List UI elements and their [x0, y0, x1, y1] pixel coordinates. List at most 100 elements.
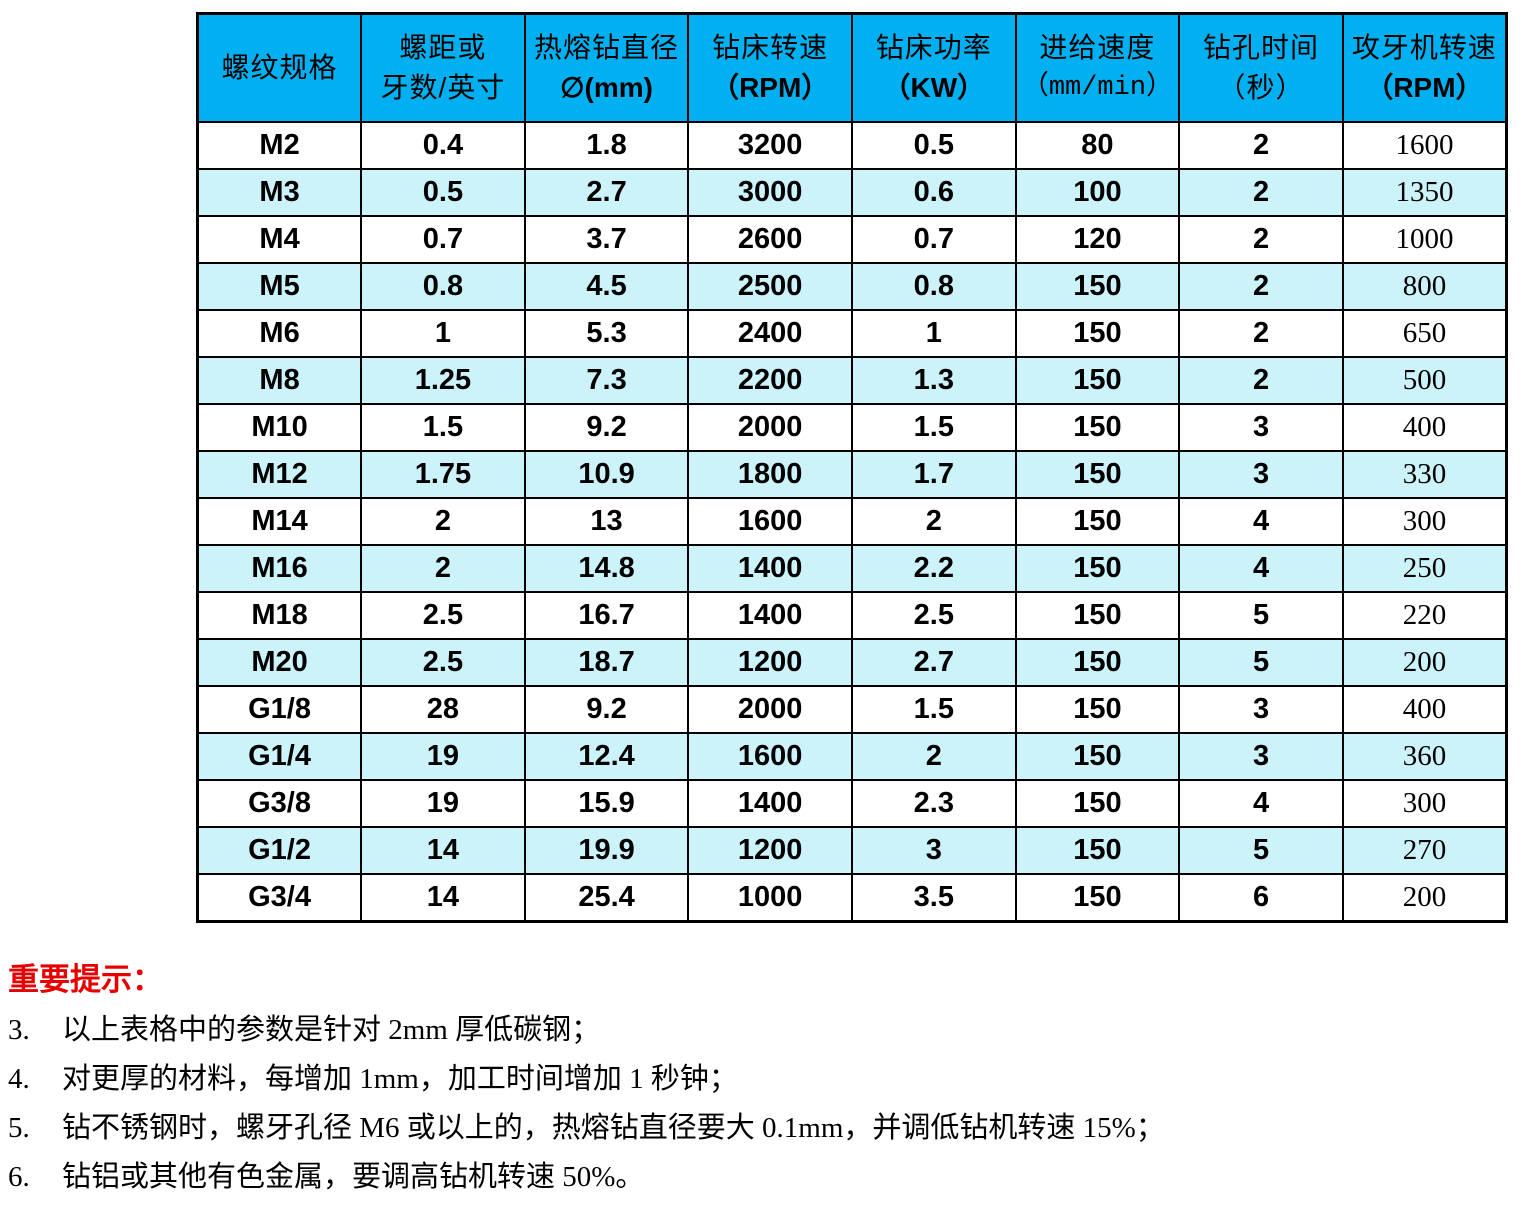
- value-cell: 18.7: [523, 638, 690, 687]
- column-header-title: 钻床功率: [875, 32, 992, 63]
- value-cell: 2: [1178, 215, 1344, 264]
- column-header-unit: （RPM）: [1365, 72, 1484, 103]
- value-cell: 1000: [687, 873, 853, 923]
- value-cell: 1400: [687, 591, 853, 640]
- value-cell: 150: [1014, 591, 1181, 640]
- value-cell: 2000: [687, 403, 853, 452]
- value-cell: 3: [1178, 450, 1344, 499]
- column-header-7: 钻孔时间 （秒）: [1178, 12, 1344, 123]
- value-cell: 4.5: [523, 262, 690, 311]
- value-cell: 150: [1014, 309, 1181, 358]
- value-cell: 250: [1341, 544, 1508, 593]
- column-header-3: 热熔钻直径 ∅(mm): [523, 12, 690, 123]
- value-cell: 150: [1014, 732, 1181, 781]
- table-row: M14 2 13 1600 2 150 4 300: [196, 497, 1508, 546]
- value-cell: 330: [1341, 450, 1508, 499]
- note-number: 6.: [8, 1161, 30, 1193]
- value-cell: 2200: [687, 356, 853, 405]
- value-cell: 1.5: [851, 403, 1017, 452]
- value-cell: 14.8: [523, 544, 690, 593]
- note-item: 3. 以上表格中的参数是针对 2mm 厚低碳钢；: [8, 1012, 1513, 1048]
- thread-spec-cell: M4: [196, 215, 363, 264]
- thread-spec-cell: M5: [196, 262, 363, 311]
- value-cell: 1000: [1341, 215, 1508, 264]
- column-header-unit: ∅(mm): [560, 72, 653, 103]
- note-number: 3.: [8, 1014, 30, 1046]
- column-header-1: 螺纹规格: [196, 12, 363, 123]
- value-cell: 0.8: [360, 262, 526, 311]
- value-cell: 16.7: [523, 591, 690, 640]
- column-header-title: 钻孔时间: [1203, 32, 1320, 63]
- table-row: M20 2.5 18.7 1200 2.7 150 5 200: [196, 638, 1508, 687]
- value-cell: 0.4: [360, 121, 526, 170]
- column-header-unit: （秒）: [1217, 72, 1305, 103]
- value-cell: 150: [1014, 873, 1181, 923]
- value-cell: 0.6: [851, 168, 1017, 217]
- thread-spec-cell: M16: [196, 544, 363, 593]
- value-cell: 0.5: [360, 168, 526, 217]
- thread-spec-cell: M20: [196, 638, 363, 687]
- column-header-title: 热熔钻直径: [534, 32, 680, 63]
- value-cell: 3: [1178, 685, 1344, 734]
- column-header-unit: （mm/min）: [1021, 73, 1174, 103]
- note-item: 6. 钻铝或其他有色金属，要调高钻机转速 50%。: [8, 1159, 1513, 1195]
- value-cell: 1: [851, 309, 1017, 358]
- thread-spec-cell: M3: [196, 168, 363, 217]
- value-cell: 19: [360, 779, 526, 828]
- column-header-8: 攻牙机转速 （RPM）: [1341, 12, 1508, 123]
- value-cell: 1600: [687, 732, 853, 781]
- value-cell: 2: [360, 544, 526, 593]
- note-number: 4.: [8, 1063, 30, 1095]
- value-cell: 3000: [687, 168, 853, 217]
- thread-spec-cell: G1/4: [196, 732, 363, 781]
- value-cell: 400: [1341, 685, 1508, 734]
- value-cell: 150: [1014, 779, 1181, 828]
- note-text: 以上表格中的参数是针对 2mm 厚低碳钢；: [62, 1014, 601, 1046]
- column-header-title: 螺距或: [399, 32, 487, 63]
- value-cell: 150: [1014, 544, 1181, 593]
- table-row: G3/4 14 25.4 1000 3.5 150 6 200: [196, 873, 1508, 923]
- value-cell: 1.3: [851, 356, 1017, 405]
- value-cell: 150: [1014, 356, 1181, 405]
- value-cell: 2.7: [851, 638, 1017, 687]
- value-cell: 9.2: [523, 403, 690, 452]
- notes-list: 3. 以上表格中的参数是针对 2mm 厚低碳钢； 4. 对更厚的材料，每增加 1mm，…: [8, 1012, 1513, 1195]
- thread-spec-cell: M10: [196, 403, 363, 452]
- column-header-title: 攻牙机转速: [1351, 32, 1497, 63]
- value-cell: 150: [1014, 826, 1181, 875]
- value-cell: 13: [523, 497, 690, 546]
- value-cell: 150: [1014, 262, 1181, 311]
- table-row: M2 0.4 1.8 3200 0.5 80 2 1600: [196, 121, 1508, 170]
- value-cell: 1200: [687, 826, 853, 875]
- value-cell: 150: [1014, 403, 1181, 452]
- value-cell: 1.25: [360, 356, 526, 405]
- value-cell: 14: [360, 826, 526, 875]
- notes-heading: 重要提示：: [8, 962, 163, 997]
- value-cell: 12.4: [523, 732, 690, 781]
- value-cell: 3.7: [523, 215, 690, 264]
- value-cell: 2.7: [523, 168, 690, 217]
- value-cell: 5.3: [523, 309, 690, 358]
- value-cell: 0.8: [851, 262, 1017, 311]
- value-cell: 2.2: [851, 544, 1017, 593]
- value-cell: 5: [1178, 591, 1344, 640]
- header-row: 螺纹规格 螺距或 牙数/英寸 热熔钻直径 ∅(mm) 钻床转速 （RPM） 钻床功率 （KW）进…: [196, 12, 1508, 123]
- value-cell: 28: [360, 685, 526, 734]
- column-header-title: 钻床转速: [712, 32, 829, 63]
- thread-spec-cell: G1/2: [196, 826, 363, 875]
- table-row: G1/2 14 19.9 1200 3 150 5 270: [196, 826, 1508, 875]
- value-cell: 1400: [687, 544, 853, 593]
- value-cell: 150: [1014, 638, 1181, 687]
- value-cell: 2500: [687, 262, 853, 311]
- value-cell: 1350: [1341, 168, 1508, 217]
- note-text: 钻铝或其他有色金属，要调高钻机转速 50%。: [62, 1161, 645, 1193]
- value-cell: 2: [851, 732, 1017, 781]
- value-cell: 1.5: [851, 685, 1017, 734]
- value-cell: 1200: [687, 638, 853, 687]
- value-cell: 5: [1178, 638, 1344, 687]
- value-cell: 2000: [687, 685, 853, 734]
- value-cell: 270: [1341, 826, 1508, 875]
- table-row: M12 1.75 10.9 1800 1.7 150 3 330: [196, 450, 1508, 499]
- value-cell: 1600: [1341, 121, 1508, 170]
- value-cell: 0.7: [851, 215, 1017, 264]
